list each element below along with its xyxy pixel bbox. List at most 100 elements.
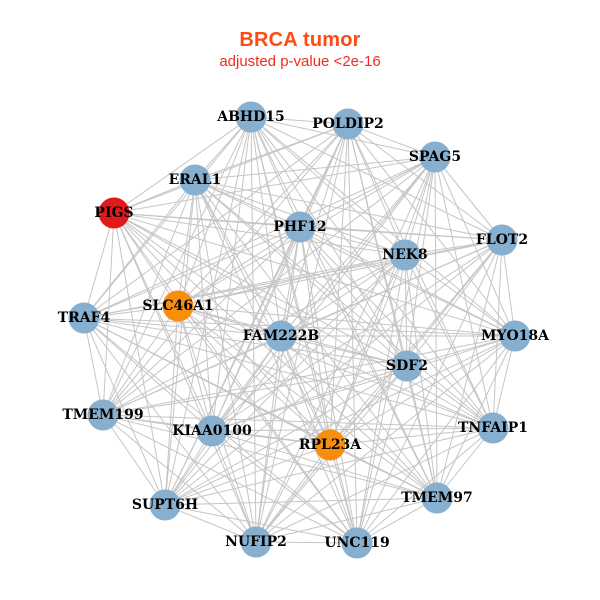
network-edge <box>406 335 516 367</box>
network-edge <box>102 365 408 416</box>
node-layer <box>68 101 531 559</box>
network-edge <box>436 239 503 499</box>
network-edge <box>211 335 516 432</box>
node-label-traf4: TRAF4 <box>58 310 111 326</box>
network-edge <box>211 430 257 543</box>
network-edge <box>434 156 494 429</box>
network-edge <box>102 212 115 416</box>
network-edge <box>404 156 436 256</box>
node-label-spag5: SPAG5 <box>409 149 461 165</box>
network-edge <box>255 541 358 544</box>
network-edge <box>102 123 349 416</box>
network-edge <box>434 156 503 241</box>
node-label-slc46a1: SLC46A1 <box>142 298 213 314</box>
network-edge <box>113 212 179 307</box>
network-edge <box>194 179 516 337</box>
node-label-myo18a: MYO18A <box>481 328 550 344</box>
network-edge <box>164 497 438 506</box>
node-label-rpl23a: RPL23A <box>299 437 362 453</box>
network-edge <box>329 254 406 446</box>
network-edge <box>347 123 406 256</box>
node-flot2 <box>486 224 518 256</box>
network-edge <box>299 226 438 499</box>
network-edge <box>164 239 503 506</box>
network-edge <box>329 444 358 544</box>
network-edge <box>436 335 516 499</box>
network-edge <box>83 305 179 319</box>
node-kiaa0100 <box>196 415 228 447</box>
network-edge <box>177 305 516 337</box>
network-edge <box>356 335 516 544</box>
network-edge <box>299 156 436 228</box>
network-edge <box>280 335 494 429</box>
network-edge <box>164 444 331 506</box>
network-edge <box>347 123 503 241</box>
network-edge <box>356 254 406 544</box>
network-edge <box>299 226 408 367</box>
network-edge <box>113 212 213 432</box>
node-label-tmem199: TMEM199 <box>62 407 143 423</box>
network-edge <box>329 156 436 446</box>
node-myo18a <box>499 320 531 352</box>
node-label-poldip2: POLDIP2 <box>312 116 384 132</box>
network-edge <box>164 305 179 506</box>
network-edge <box>83 317 257 543</box>
node-label-sdf2: SDF2 <box>386 358 428 374</box>
network-edge <box>102 414 257 543</box>
network-edge <box>406 365 494 429</box>
node-label-tnfaip1: TNFAIP1 <box>458 420 528 436</box>
network-edge <box>250 116 503 241</box>
network-edge <box>177 123 349 307</box>
network-edge <box>102 116 252 416</box>
network-edge <box>211 430 438 499</box>
network-edge <box>255 335 282 543</box>
node-poldip2 <box>332 108 364 140</box>
network-edge <box>113 212 331 446</box>
network-edge <box>83 317 213 432</box>
network-edge <box>194 179 358 544</box>
network-edge <box>194 179 408 367</box>
node-tmem199 <box>87 399 119 431</box>
network-edge <box>280 335 438 499</box>
network-edge <box>250 116 358 544</box>
network-edge <box>83 239 503 319</box>
node-label-nufip2: NUFIP2 <box>225 534 287 550</box>
node-label-nek8: NEK8 <box>382 247 427 263</box>
network-edge <box>434 156 516 337</box>
network-edge <box>102 414 166 506</box>
network-edge <box>329 444 438 499</box>
network-edge <box>194 179 301 228</box>
network-edge <box>113 212 166 506</box>
network-edge <box>102 335 516 416</box>
node-fam222b <box>265 320 297 352</box>
node-label-pigs: PIGS <box>94 205 133 221</box>
network-edge <box>492 335 516 429</box>
network-edge <box>83 317 516 337</box>
network-edge <box>102 414 494 429</box>
network-edge <box>177 305 494 429</box>
network-edge <box>194 179 438 499</box>
node-pigs <box>98 197 130 229</box>
network-edge <box>113 212 406 256</box>
node-label-kiaa0100: KIAA0100 <box>172 423 252 439</box>
network-edge <box>83 317 494 429</box>
network-edge <box>299 226 494 429</box>
network-edge <box>194 179 494 429</box>
network-edge <box>356 239 503 544</box>
network-edge <box>164 365 408 506</box>
network-edge <box>113 116 252 214</box>
node-label-phf12: PHF12 <box>273 219 326 235</box>
node-unc119 <box>341 527 373 559</box>
network-edge <box>406 239 503 367</box>
network-edge <box>83 317 408 367</box>
network-edge <box>329 335 516 446</box>
node-eral1 <box>179 164 211 196</box>
network-edge <box>211 156 436 432</box>
network-edge <box>177 305 358 544</box>
network-edge <box>329 427 494 446</box>
network-edge <box>194 179 503 241</box>
network-edge <box>404 239 503 256</box>
node-tmem97 <box>421 482 453 514</box>
